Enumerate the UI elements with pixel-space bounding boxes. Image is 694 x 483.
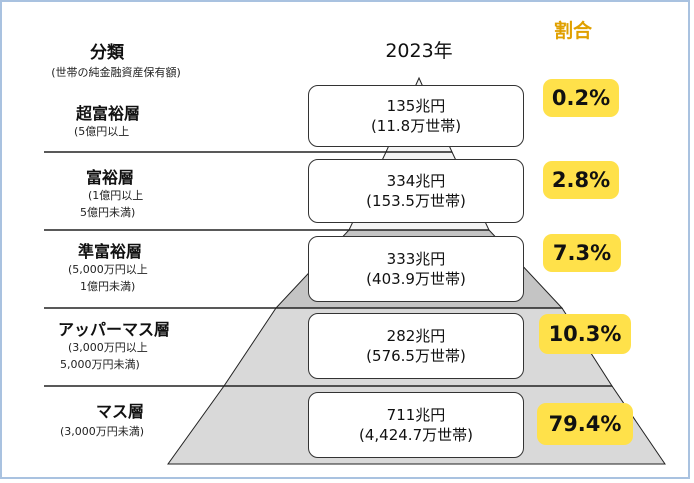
tier-criteria-semi-wealthy-2: 1億円未満)	[80, 280, 136, 293]
assets-value: 711兆円	[386, 406, 446, 424]
tier-criteria-mass: (3,000万円未満)	[60, 425, 145, 438]
tier-criteria-semi-wealthy-1: (5,000万円以上	[68, 263, 148, 276]
tier-name-wealthy: 富裕層	[86, 168, 135, 187]
value-box-ultra-wealthy: 135兆円 (11.8万世帯)	[308, 85, 524, 147]
category-subtitle: (世帯の純金融資産保有額)	[51, 66, 181, 79]
tier-name-mass: マス層	[96, 402, 145, 421]
households-value: (153.5万世帯)	[366, 192, 466, 210]
share-badge-semi-wealthy: 7.3%	[543, 234, 621, 272]
tier-name-ultra-wealthy: 超富裕層	[76, 104, 141, 123]
value-box-mass: 711兆円 (4,424.7万世帯)	[308, 392, 524, 458]
category-title: 分類	[90, 43, 124, 63]
value-box-semi-wealthy: 333兆円 (403.9万世帯)	[308, 236, 524, 302]
households-value: (403.9万世帯)	[366, 270, 466, 288]
value-box-wealthy: 334兆円 (153.5万世帯)	[308, 159, 524, 223]
households-value: (576.5万世帯)	[366, 347, 466, 365]
tier-name-upper-mass: アッパーマス層	[58, 320, 171, 339]
share-badge-wealthy: 2.8%	[543, 161, 619, 199]
share-badge-upper-mass: 10.3%	[539, 314, 631, 354]
households-value: (11.8万世帯)	[370, 117, 462, 135]
assets-value: 135兆円	[386, 97, 446, 115]
ratio-title: 割合	[553, 20, 592, 42]
tier-criteria-ultra-wealthy: (5億円以上	[74, 125, 130, 138]
assets-value: 334兆円	[386, 172, 446, 190]
households-value: (4,424.7万世帯)	[359, 426, 473, 444]
share-badge-ultra-wealthy: 0.2%	[543, 79, 619, 117]
tier-name-semi-wealthy: 準富裕層	[78, 242, 143, 261]
tier-criteria-wealthy-2: 5億円未満)	[80, 206, 136, 219]
tier-criteria-upper-mass-1: (3,000万円以上	[68, 341, 148, 354]
year-label: 2023年	[385, 40, 453, 62]
tier-criteria-upper-mass-2: 5,000万円未満)	[60, 358, 140, 371]
assets-value: 333兆円	[386, 250, 446, 268]
tier-criteria-wealthy-1: (1億円以上	[88, 189, 144, 202]
assets-value: 282兆円	[386, 327, 446, 345]
share-badge-mass: 79.4%	[537, 403, 633, 445]
value-box-upper-mass: 282兆円 (576.5万世帯)	[308, 313, 524, 379]
